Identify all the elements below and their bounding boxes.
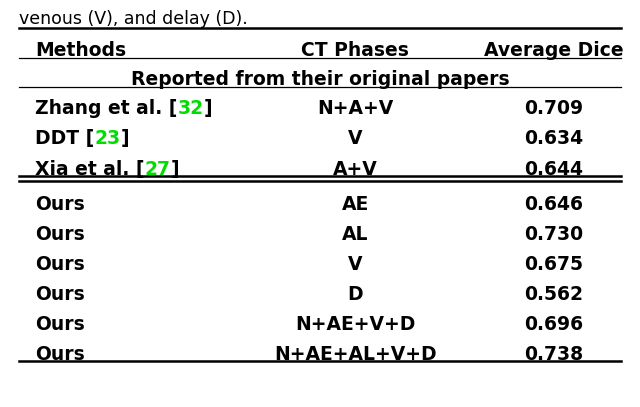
Text: 0.644: 0.644 (524, 160, 583, 179)
Text: Ours: Ours (35, 285, 85, 304)
Text: 0.675: 0.675 (524, 255, 583, 274)
Text: N+AE+AL+V+D: N+AE+AL+V+D (274, 345, 436, 364)
Text: V: V (348, 255, 362, 274)
Text: venous (V), and delay (D).: venous (V), and delay (D). (19, 10, 248, 28)
Text: 0.730: 0.730 (524, 225, 583, 244)
Text: 32: 32 (177, 99, 204, 118)
Text: AL: AL (342, 225, 369, 244)
Text: Methods: Methods (35, 41, 126, 60)
Text: Ours: Ours (35, 225, 85, 244)
Text: ]: ] (171, 160, 179, 179)
Text: 0.696: 0.696 (524, 315, 583, 334)
Text: 0.562: 0.562 (524, 285, 583, 304)
Text: 23: 23 (95, 129, 120, 149)
Text: 27: 27 (145, 160, 171, 179)
Text: 0.646: 0.646 (524, 195, 583, 214)
Text: Ours: Ours (35, 315, 85, 334)
Text: Ours: Ours (35, 345, 85, 364)
Text: Ours: Ours (35, 195, 85, 214)
Text: N+A+V: N+A+V (317, 99, 394, 118)
Text: ]: ] (120, 129, 129, 149)
Text: Average Dice: Average Dice (484, 41, 623, 60)
Text: 0.634: 0.634 (524, 129, 583, 149)
Text: ]: ] (204, 99, 212, 118)
Text: AE: AE (342, 195, 369, 214)
Text: Reported from their original papers: Reported from their original papers (131, 70, 509, 89)
Text: 0.709: 0.709 (524, 99, 583, 118)
Text: D: D (348, 285, 363, 304)
Text: N+AE+V+D: N+AE+V+D (295, 315, 415, 334)
Text: A+V: A+V (333, 160, 378, 179)
Text: 0.738: 0.738 (524, 345, 583, 364)
Text: CT Phases: CT Phases (301, 41, 409, 60)
Text: Zhang et al. [: Zhang et al. [ (35, 99, 177, 118)
Text: Ours: Ours (35, 255, 85, 274)
Text: Xia et al. [: Xia et al. [ (35, 160, 145, 179)
Text: DDT [: DDT [ (35, 129, 95, 149)
Text: V: V (348, 129, 362, 149)
